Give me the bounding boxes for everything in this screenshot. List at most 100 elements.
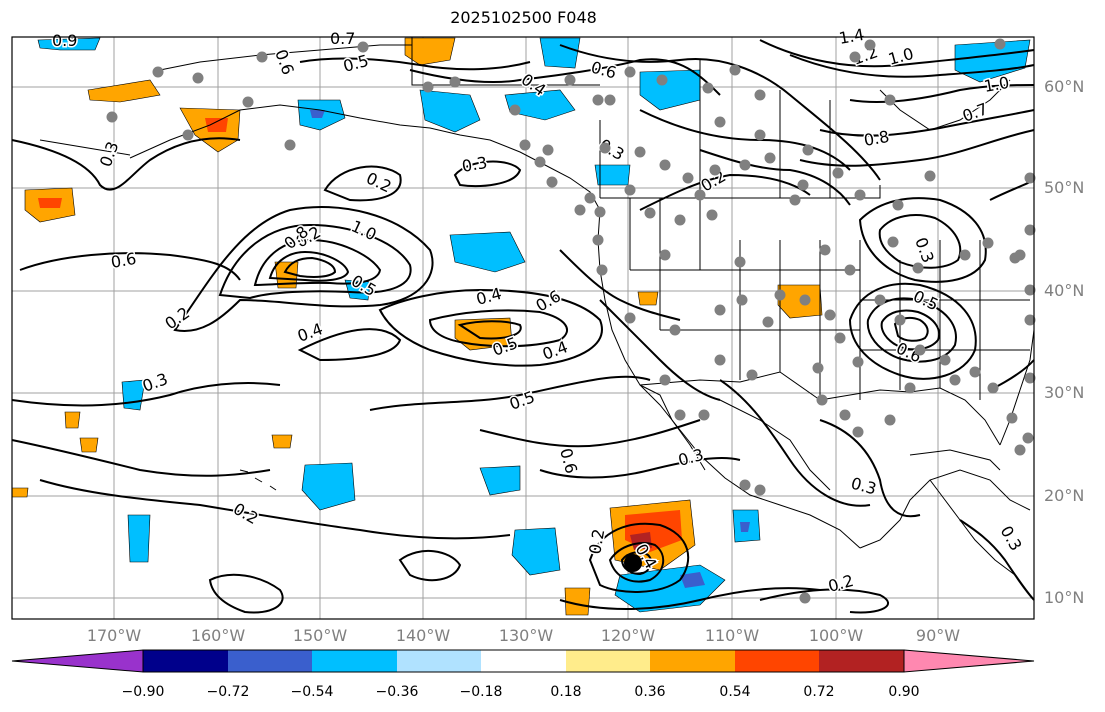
station-dot [892, 199, 904, 211]
station-dot [242, 96, 254, 108]
station-dot [982, 237, 994, 249]
contour-label: 0.2 [585, 527, 608, 555]
station-dot [1024, 314, 1036, 326]
lon-label: 130°W [498, 626, 554, 645]
station-dot [884, 94, 896, 106]
colorbar-segment [566, 650, 650, 672]
colorbar-segment [143, 650, 228, 672]
contour-line [559, 587, 821, 610]
baja-coast [639, 384, 706, 471]
us-canada-border [600, 185, 881, 199]
lon-label: 160°W [190, 626, 246, 645]
station-dot [884, 414, 896, 426]
negative-anomaly-region [419, 89, 481, 133]
contour-line [699, 149, 851, 206]
station-dot [736, 294, 748, 306]
contour-line [539, 457, 741, 479]
station-dot [746, 369, 758, 381]
contour-line [398, 549, 462, 582]
colorbar-tick-label: −0.72 [206, 684, 250, 700]
station-dot [546, 176, 558, 188]
station-dot [819, 244, 831, 256]
contour-line [799, 129, 1035, 167]
station-dot [874, 294, 886, 306]
station-dot [864, 39, 876, 51]
positive-anomaly-region [38, 198, 62, 208]
station-dot [754, 129, 766, 141]
negative-anomaly-region [511, 527, 561, 576]
contour-line [878, 214, 962, 269]
contour-line [11, 439, 271, 477]
positive-anomaly-region [637, 291, 659, 306]
station-dot [994, 38, 1006, 50]
contour-line [819, 419, 921, 518]
station-dot [1022, 432, 1034, 444]
station-dot [762, 316, 774, 328]
contour-line [11, 137, 241, 191]
contour-line [39, 479, 511, 540]
contour-line [959, 519, 1035, 601]
station-dot [682, 172, 694, 184]
station-dot [844, 264, 856, 276]
negative-anomaly-region [680, 572, 705, 588]
station-dot [694, 189, 706, 201]
colorbar-segment [819, 650, 904, 672]
station-dot [574, 204, 586, 216]
station-dot [839, 409, 851, 421]
colorbar-tick-label: −0.90 [121, 684, 165, 700]
station-dots [106, 38, 1036, 604]
contour-line [866, 297, 957, 363]
lon-label: 150°W [292, 626, 348, 645]
colorbar-tick-label: −0.18 [459, 684, 503, 700]
colorbar-segment [312, 650, 397, 672]
hudson-bay [879, 79, 1011, 131]
contour-line [378, 288, 603, 367]
contour-line [19, 252, 241, 281]
contour-line [759, 39, 1035, 68]
nw-box [411, 37, 600, 86]
contour-line [559, 249, 681, 321]
station-dot [284, 139, 296, 151]
contour-line [479, 419, 701, 448]
storm-center-marker [624, 554, 642, 572]
negative-anomaly-region [479, 465, 521, 496]
contour-lines [11, 39, 1035, 614]
colorbar-tick-label: 0.36 [634, 684, 666, 700]
contour-line [608, 542, 665, 583]
colorbar-outline [142, 649, 905, 673]
station-dot [152, 66, 164, 78]
us-gulf-coast [819, 387, 1001, 446]
station-dot [904, 382, 916, 394]
station-dot [754, 89, 766, 101]
positive-anomaly-region [271, 434, 293, 449]
central-america [929, 479, 1016, 576]
contour-label: 1.4 [837, 25, 865, 48]
station-dot [774, 289, 786, 301]
colorbar-segment [397, 650, 481, 672]
lon-label: 110°W [704, 626, 760, 645]
station-dot [1014, 249, 1026, 261]
station-dot [449, 76, 461, 88]
station-dot [734, 256, 746, 268]
contour-line [173, 206, 434, 332]
us-mexico-border [639, 371, 821, 401]
station-dot [357, 41, 369, 53]
lat-label: 60°N [1044, 77, 1085, 96]
station-dot [182, 129, 194, 141]
negative-anomaly-region [539, 37, 581, 69]
contour-line [893, 316, 929, 342]
station-dot [894, 314, 906, 326]
station-dot [887, 236, 899, 248]
contour-label: 0.7 [330, 29, 355, 48]
colorbar-tick-label: 0.72 [803, 684, 835, 700]
colorbar-tick-label: −0.36 [375, 684, 419, 700]
colorbar [11, 649, 1035, 673]
station-dot [824, 309, 836, 321]
contour-line [428, 309, 568, 348]
station-dot [659, 374, 671, 386]
station-dot [564, 74, 576, 86]
station-dot [674, 214, 686, 226]
colorbar-segment [650, 650, 735, 672]
contour-label: 0.9 [52, 31, 77, 50]
lat-label: 40°N [1044, 281, 1085, 300]
